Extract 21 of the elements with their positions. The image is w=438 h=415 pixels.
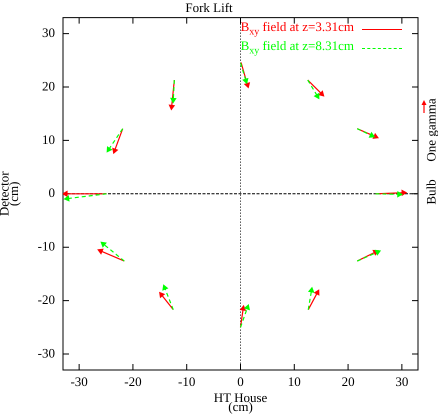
x-tick-label: -20 (124, 374, 142, 390)
x-tick-label: -30 (70, 374, 88, 390)
y-tick-label: -30 (38, 345, 55, 360)
y-tick-label: 30 (42, 25, 55, 40)
x-tick-label: 30 (395, 374, 408, 390)
y-tick-label: 20 (42, 78, 55, 94)
legend-label: B$_{xy}$ field at z=8.31cm (240, 38, 354, 59)
text: One gamma (423, 98, 438, 162)
x-tick-label: 0 (237, 374, 244, 390)
y-axis-title: Detector (cm) (0, 170, 22, 216)
x-tick-label: 20 (342, 374, 355, 390)
x-axis-title: HT House (cm) (214, 390, 268, 414)
x-tick-label: 10 (288, 374, 301, 390)
chart-title: Fork Lift (185, 0, 234, 16)
x-tick-label: -10 (178, 374, 196, 390)
y-tick-label: -10 (38, 238, 55, 254)
text: Bulb (423, 179, 438, 205)
y-tick-label: 0 (48, 185, 55, 200)
y-tick-label: 10 (42, 132, 55, 147)
y-tick-label: -20 (38, 292, 55, 308)
legend-label: B$_{xy}$ field at z=3.31cm (240, 18, 354, 40)
